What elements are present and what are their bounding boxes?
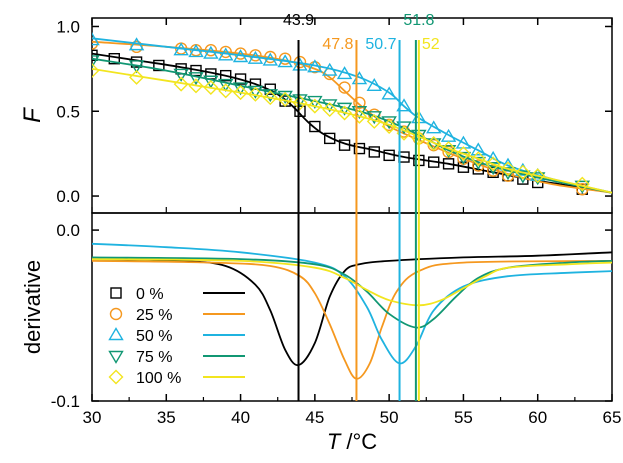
data-point-4 (381, 119, 397, 135)
data-point-0 (130, 56, 143, 68)
legend-marker-1 (109, 307, 123, 321)
data-point-4 (515, 164, 531, 180)
derivative-curve-4 (92, 258, 612, 307)
fit-curve-1 (92, 40, 612, 194)
midpoint-label-0: 43.9 (283, 12, 314, 29)
midpoint-label-4: 52 (422, 36, 440, 53)
data-point-4 (247, 86, 263, 102)
y-axis-label-F: F (19, 107, 46, 123)
data-point-1 (338, 81, 351, 94)
data-point-4 (574, 176, 590, 192)
data-point-3 (92, 55, 100, 69)
derivative-curve-2 (92, 242, 612, 365)
data-point-4 (262, 90, 278, 106)
derivative-curve-0 (92, 251, 612, 367)
legend-marker-4 (108, 369, 124, 385)
data-point-4 (277, 91, 293, 107)
x-tick-label: 30 (83, 408, 102, 427)
legend-label-1: 25 % (136, 307, 172, 324)
x-axis-label: T /°C (327, 429, 377, 454)
legend-marker-3 (108, 350, 124, 364)
midpoint-label-2: 50.7 (365, 36, 396, 53)
data-point-4 (92, 63, 100, 79)
x-tick-label: 65 (603, 408, 622, 427)
y-tick-label: 0.5 (56, 102, 80, 121)
x-tick-label: 55 (454, 408, 473, 427)
x-tick-label: 35 (157, 408, 176, 427)
legend-label-3: 75 % (136, 349, 172, 366)
data-point-3 (203, 75, 219, 89)
data-point-4 (530, 168, 546, 184)
midpoint-label-3: 51.8 (403, 12, 434, 29)
data-point-0 (234, 73, 247, 85)
data-point-3 (500, 167, 516, 181)
data-point-2 (292, 57, 308, 71)
x-tick-label: 40 (231, 408, 250, 427)
data-point-4 (233, 85, 249, 101)
data-point-0 (153, 59, 165, 72)
data-point-0 (324, 132, 336, 145)
fit-curve-3 (92, 57, 612, 194)
x-axis-unit: /°C (340, 429, 377, 454)
data-point-0 (309, 120, 321, 133)
legend-marker-0 (110, 287, 122, 299)
top-panel-plot (92, 32, 612, 196)
y-tick-label: 0.0 (56, 187, 80, 206)
legend-marker-2 (108, 327, 124, 341)
data-point-4 (188, 78, 204, 94)
fit-curve-2 (92, 37, 612, 194)
data-point-3 (396, 121, 412, 135)
data-point-3 (515, 170, 531, 184)
x-tick-label: 60 (528, 408, 547, 427)
x-tick-label: 45 (305, 408, 324, 427)
data-point-4 (307, 98, 323, 114)
x-tick-label: 50 (380, 408, 399, 427)
data-point-4 (322, 102, 338, 118)
y-tick-label: 0.0 (56, 221, 80, 240)
data-point-4 (203, 80, 219, 96)
y-axis-label-derivative: derivative (20, 260, 45, 354)
y-tick-label: -0.1 (51, 392, 80, 411)
data-point-3 (188, 72, 204, 86)
data-point-2 (396, 98, 412, 112)
midpoint-label-1: 47.8 (322, 36, 353, 53)
legend-label-2: 50 % (136, 328, 172, 345)
data-point-4 (292, 95, 308, 111)
y-tick-label: 1.0 (56, 17, 80, 36)
fit-curve-4 (92, 68, 612, 194)
data-point-3 (217, 78, 234, 93)
data-point-2 (425, 120, 442, 134)
data-point-4 (351, 108, 367, 124)
data-point-0 (108, 52, 120, 65)
data-point-0 (220, 69, 232, 82)
data-point-2 (381, 86, 397, 100)
legend-label-4: 100 % (136, 370, 181, 387)
derivative-curve-1 (92, 260, 612, 380)
legend-label-0: 0 % (136, 286, 164, 303)
data-point-1 (353, 96, 366, 109)
x-axis-variable: T (327, 429, 342, 454)
bottom-panel-plot (92, 242, 612, 380)
